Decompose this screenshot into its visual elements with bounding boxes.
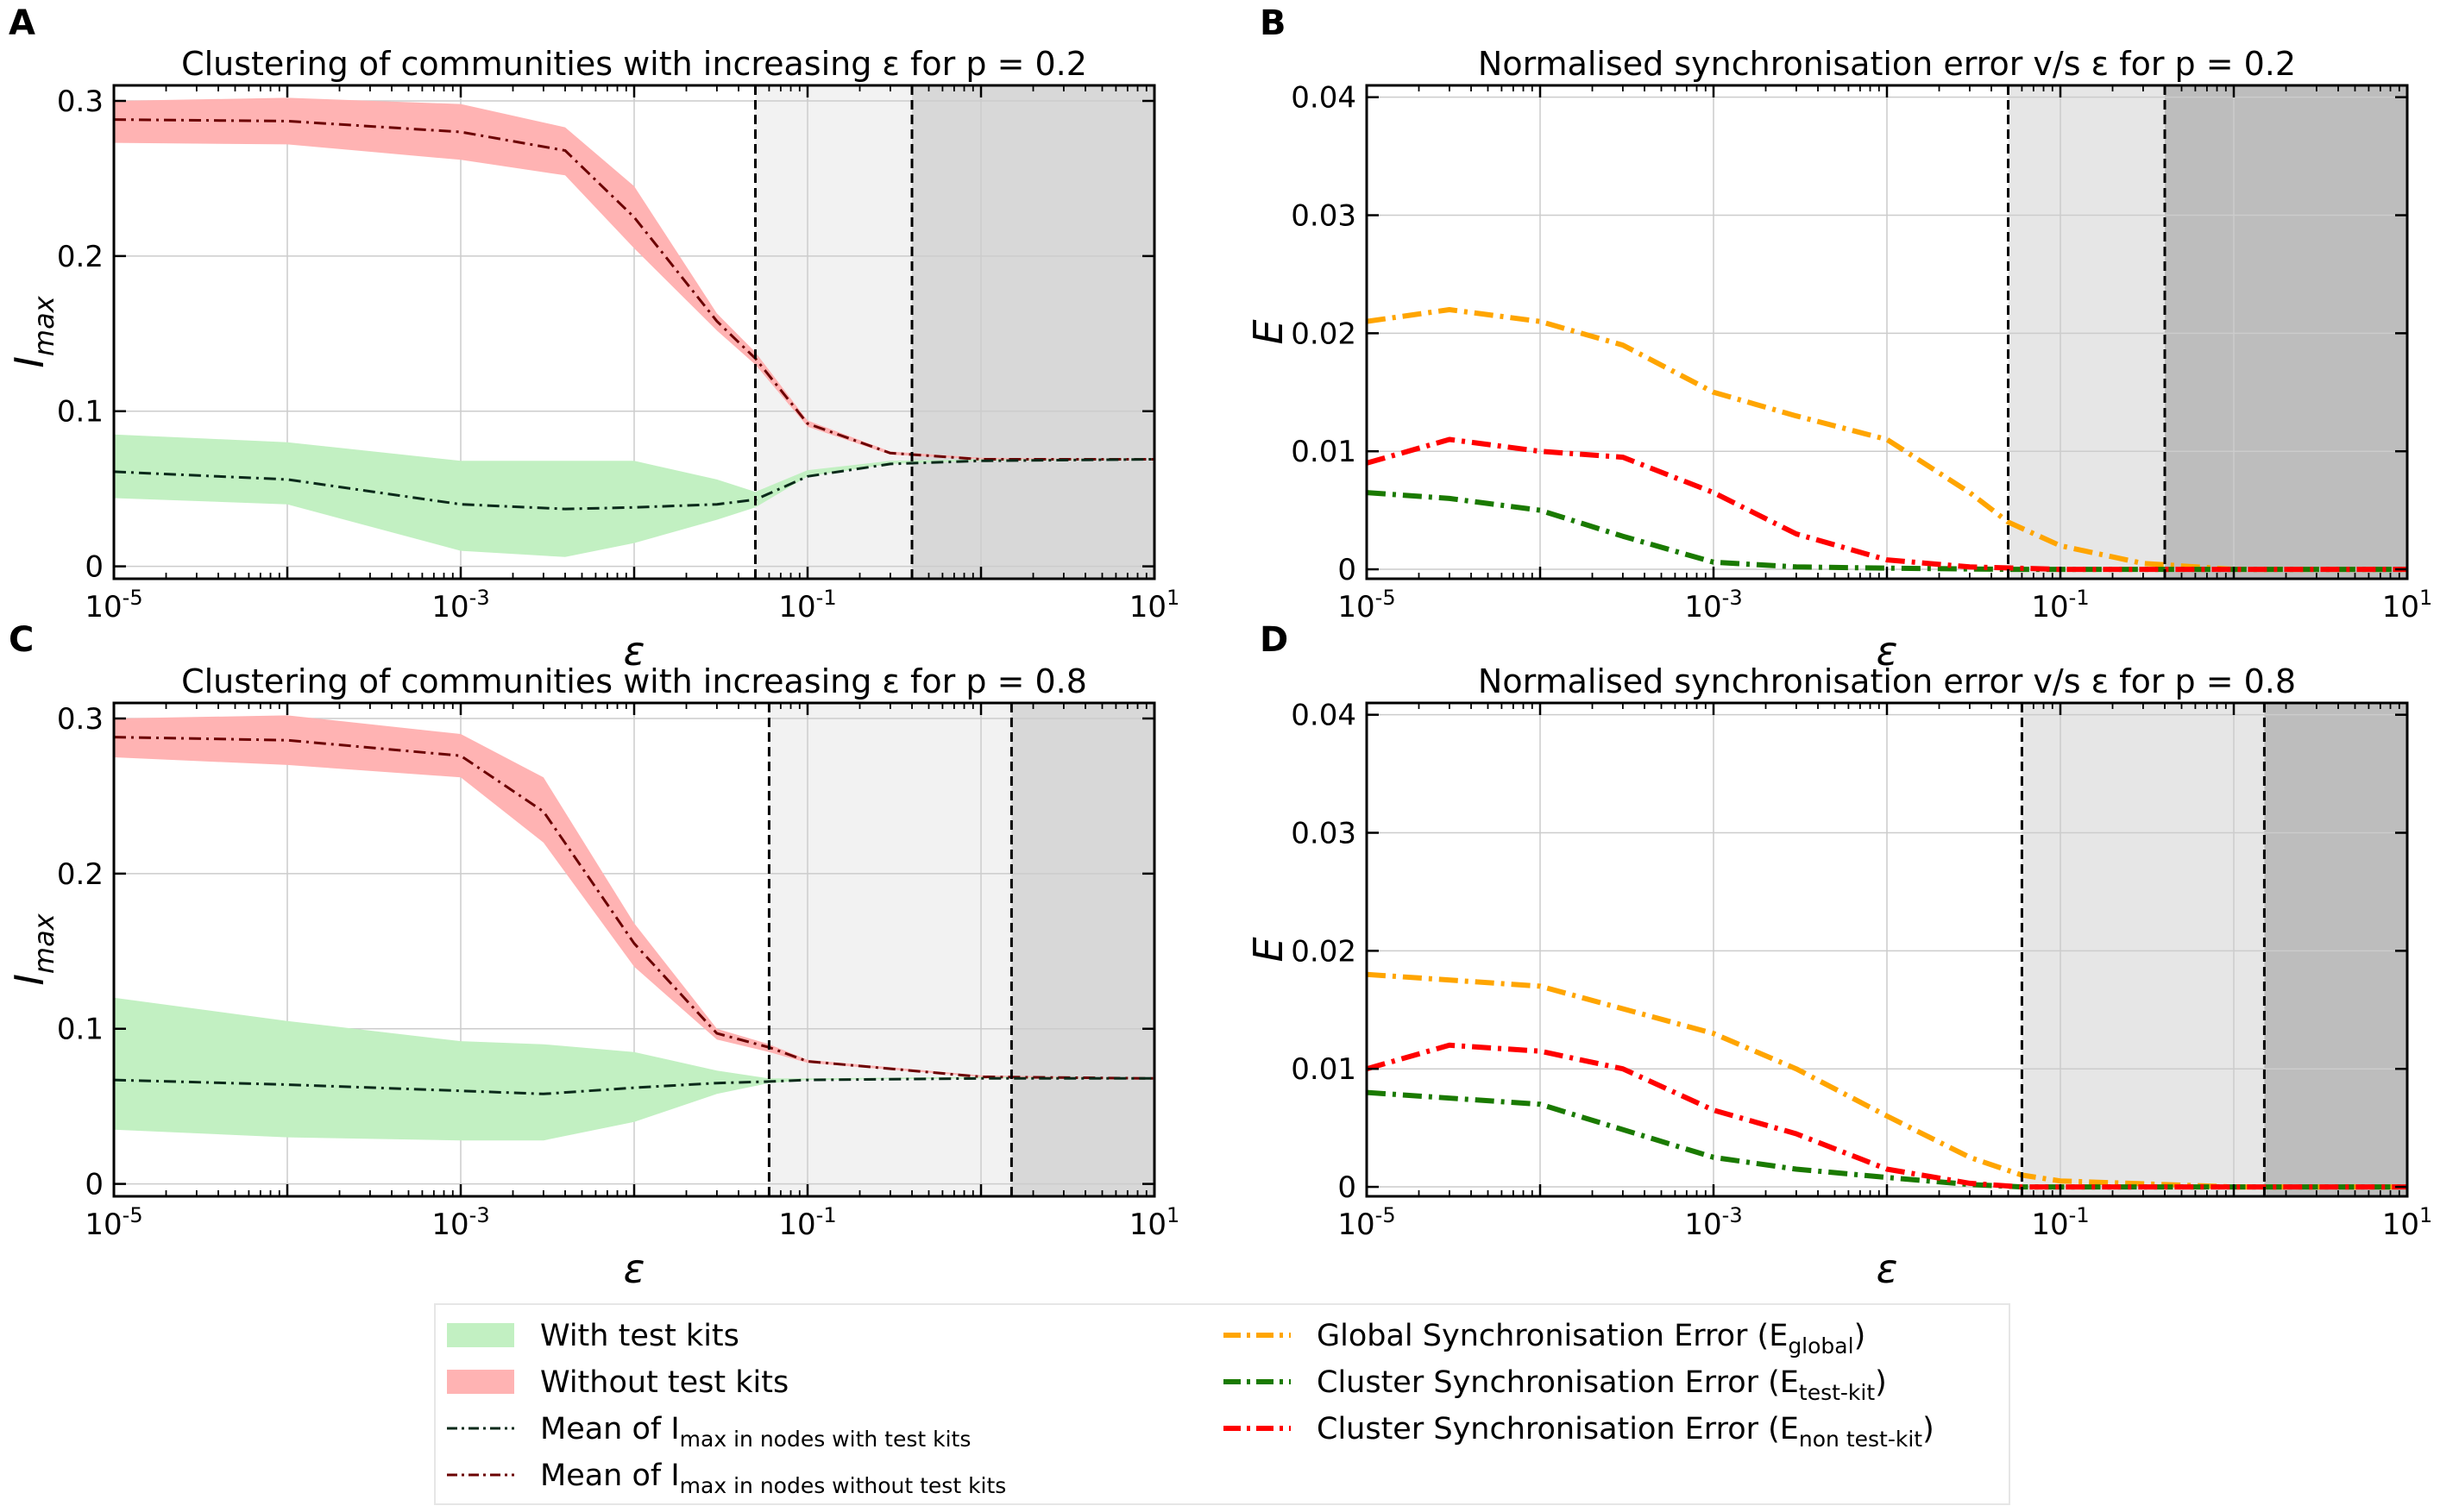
y-tick-label: 0.04 bbox=[1291, 81, 1356, 116]
panel-letter: D bbox=[1260, 620, 1288, 660]
panel-c: 10-5​ 10-3​ 10-1​ 101​ 0 0.1 0.2 0.3 Clustering … bbox=[6, 662, 1179, 1292]
y-tick-label: 0 bbox=[1337, 1170, 1356, 1205]
y-tick-label: 0 bbox=[1337, 553, 1356, 587]
y-tick-label: 0.02 bbox=[1291, 317, 1356, 351]
shaded-region bbox=[2022, 703, 2265, 1196]
shaded-region bbox=[2008, 85, 2166, 579]
series-line-mean-of-i-max-in-nodes-without-test-kits bbox=[114, 736, 1154, 1080]
y-tick-label: 0.1 bbox=[57, 395, 104, 430]
shaded-region bbox=[755, 85, 913, 579]
band-with-test-kits bbox=[114, 434, 1154, 557]
series-line-cluster-synchronisation-error-e-test-kit- bbox=[1367, 1089, 2407, 1190]
series-line-mean-of-i-max-in-nodes-without-test-kits bbox=[114, 118, 1154, 461]
series-line-mean-of-i-max-in-nodes-with-test-kits bbox=[114, 458, 1154, 511]
y-tick-label: 0.2 bbox=[57, 240, 104, 274]
band-with-test-kits bbox=[114, 997, 1154, 1141]
plot-content bbox=[114, 703, 1154, 1196]
legend-swatch bbox=[447, 1370, 514, 1394]
legend-label: Cluster Synchronisation Error (Etest-kit… bbox=[1317, 1365, 1887, 1405]
x-tick-label: 10-3​ bbox=[431, 1203, 489, 1242]
chart-title: Normalised synchronisation error v/s ε f… bbox=[1478, 45, 2296, 83]
y-tick-label: 0.01 bbox=[1291, 1052, 1356, 1087]
panel-a: 10-5​ 10-3​ 10-1​ 101​ 0 0.1 0.2 0.3 Clustering … bbox=[6, 45, 1179, 674]
panel-b: 10-5​ 10-3​ 10-1​ 101​ 0 0.01 0.02 0.03 0.04 Norm… bbox=[1245, 45, 2432, 674]
legend-label: Mean of Imax in nodes without test kits​ bbox=[540, 1459, 1006, 1498]
x-tick-label: 10-1​ bbox=[2031, 586, 2089, 624]
shaded-region bbox=[769, 703, 1012, 1196]
legend-swatch bbox=[447, 1323, 514, 1347]
x-tick-label: 101​ bbox=[1129, 586, 1180, 624]
x-tick-label: 10-1​ bbox=[778, 586, 836, 624]
legend-label: Cluster Synchronisation Error (Enon test… bbox=[1317, 1412, 1934, 1452]
x-tick-label: 10-5​ bbox=[85, 586, 142, 624]
x-tick-label: 10-5​ bbox=[1337, 1203, 1395, 1242]
x-tick-label: 10-3​ bbox=[1684, 586, 1742, 624]
x-tick-label: 101​ bbox=[1129, 1203, 1180, 1242]
x-tick-label: 101​ bbox=[2382, 586, 2433, 624]
legend-box bbox=[434, 1303, 2010, 1505]
y-tick-label: 0.03 bbox=[1291, 199, 1356, 234]
legend-label: With test kits bbox=[540, 1319, 739, 1353]
y-tick-label: 0.1 bbox=[57, 1013, 104, 1047]
legend: With test kits Without test kits Mean of I… bbox=[434, 1303, 2010, 1505]
chart-title: Normalised synchronisation error v/s ε f… bbox=[1478, 662, 2296, 700]
legend-label: Without test kits bbox=[540, 1365, 789, 1400]
plot-content bbox=[1367, 85, 2407, 579]
y-tick-label: 0.3 bbox=[57, 85, 104, 119]
x-axis-label: ε bbox=[624, 628, 645, 674]
y-tick-label: 0 bbox=[85, 1168, 104, 1202]
panel-letter: C bbox=[9, 620, 34, 660]
series-line-global-synchronisation-error-e-global- bbox=[1367, 971, 2407, 1190]
y-axis-label: Imax​ bbox=[6, 913, 60, 985]
panel-letter: A bbox=[9, 3, 35, 43]
y-axis-label: Imax​ bbox=[6, 295, 60, 367]
x-tick-label: 10-3​ bbox=[1684, 1203, 1742, 1242]
y-tick-label: 0.01 bbox=[1291, 435, 1356, 469]
y-tick-label: 0.03 bbox=[1291, 817, 1356, 851]
shaded-region bbox=[1011, 703, 1154, 1196]
y-tick-label: 0 bbox=[85, 550, 104, 585]
y-axis-label: E bbox=[1245, 319, 1292, 344]
y-tick-label: 0.2 bbox=[57, 857, 104, 892]
series-line-cluster-synchronisation-error-e-non-test-kit- bbox=[1367, 436, 2407, 573]
series-line-mean-of-i-max-in-nodes-with-test-kits bbox=[114, 1076, 1154, 1095]
x-axis-label: ε bbox=[1877, 1245, 1898, 1292]
shaded-region bbox=[912, 85, 1154, 579]
x-tick-label: 10-5​ bbox=[1337, 586, 1395, 624]
chart-title: Clustering of communities with increasin… bbox=[181, 45, 1087, 83]
chart-title: Clustering of communities with increasin… bbox=[181, 662, 1087, 700]
x-axis-label: ε bbox=[1877, 628, 1898, 674]
y-tick-label: 0.04 bbox=[1291, 699, 1356, 733]
x-tick-label: 10-3​ bbox=[431, 586, 489, 624]
legend-label: Global Synchronisation Error (Eglobal​) bbox=[1317, 1319, 1865, 1358]
plot-content bbox=[1367, 703, 2407, 1196]
x-tick-label: 10-1​ bbox=[2031, 1203, 2089, 1242]
x-axis-label: ε bbox=[624, 1245, 645, 1292]
shaded-region bbox=[2264, 703, 2407, 1196]
band-without-test-kits bbox=[114, 97, 1154, 460]
y-axis-label: E bbox=[1245, 937, 1292, 962]
series-line-cluster-synchronisation-error-e-non-test-kit- bbox=[1367, 1042, 2407, 1190]
shaded-region bbox=[2165, 85, 2407, 579]
plot-content bbox=[114, 85, 1154, 579]
legend-label: Mean of Imax in nodes with test kits​ bbox=[540, 1412, 971, 1452]
panel-letter: B bbox=[1260, 3, 1286, 43]
x-tick-label: 10-5​ bbox=[85, 1203, 142, 1242]
x-tick-label: 101​ bbox=[2382, 1203, 2433, 1242]
y-tick-label: 0.3 bbox=[57, 702, 104, 737]
x-tick-label: 10-1​ bbox=[778, 1203, 836, 1242]
y-tick-label: 0.02 bbox=[1291, 934, 1356, 969]
band-without-test-kits bbox=[114, 715, 1154, 1079]
panel-d: 10-5​ 10-3​ 10-1​ 101​ 0 0.01 0.02 0.03 0.04 Norm… bbox=[1245, 662, 2432, 1292]
